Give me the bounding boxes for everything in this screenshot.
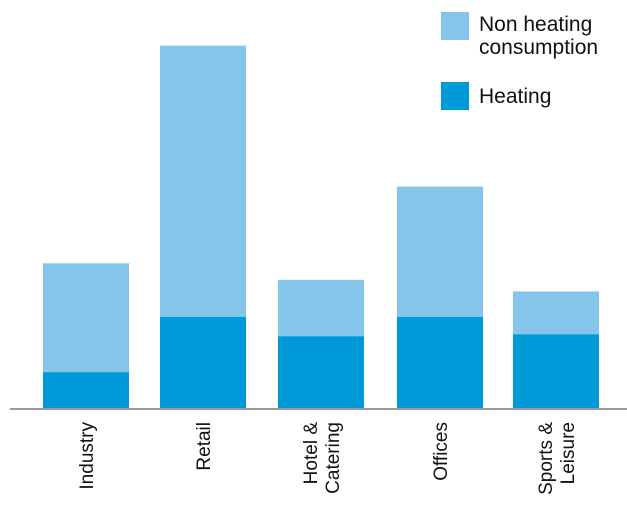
legend-swatch-heating — [441, 82, 469, 110]
x-tick-label-offices: Offices — [431, 422, 452, 481]
bar-non-heating-consumption-retail — [160, 45, 246, 317]
x-tick-label-retail: Retail — [194, 422, 215, 471]
bars-group — [43, 45, 599, 409]
bar-non-heating-consumption-offices — [397, 186, 483, 317]
bar-heating-hotel-catering — [278, 336, 364, 409]
legend-swatch-non-heating-consumption — [441, 12, 469, 40]
bar-non-heating-consumption-sports-leisure — [513, 291, 599, 335]
legend: Non heating consumption Heating — [441, 12, 598, 110]
legend-label-heating: Heating — [479, 85, 551, 108]
x-tick-label-hotel-catering: Hotel &Catering — [301, 422, 344, 494]
bar-non-heating-consumption-hotel-catering — [278, 279, 364, 337]
bar-heating-sports-leisure — [513, 334, 599, 409]
bar-non-heating-consumption-industry — [43, 263, 129, 373]
bar-heating-industry — [43, 372, 129, 409]
x-tick-label-industry: Industry — [77, 422, 98, 490]
bar-heating-offices — [397, 316, 483, 409]
bar-heating-retail — [160, 316, 246, 409]
legend-label-non-heating-consumption: Non heating consumption — [479, 13, 598, 59]
x-tick-label-sports-leisure: Sports &Leisure — [536, 422, 579, 495]
x-tick-labels: Industry Retail Hotel &Catering Offices Spor… — [77, 422, 579, 495]
